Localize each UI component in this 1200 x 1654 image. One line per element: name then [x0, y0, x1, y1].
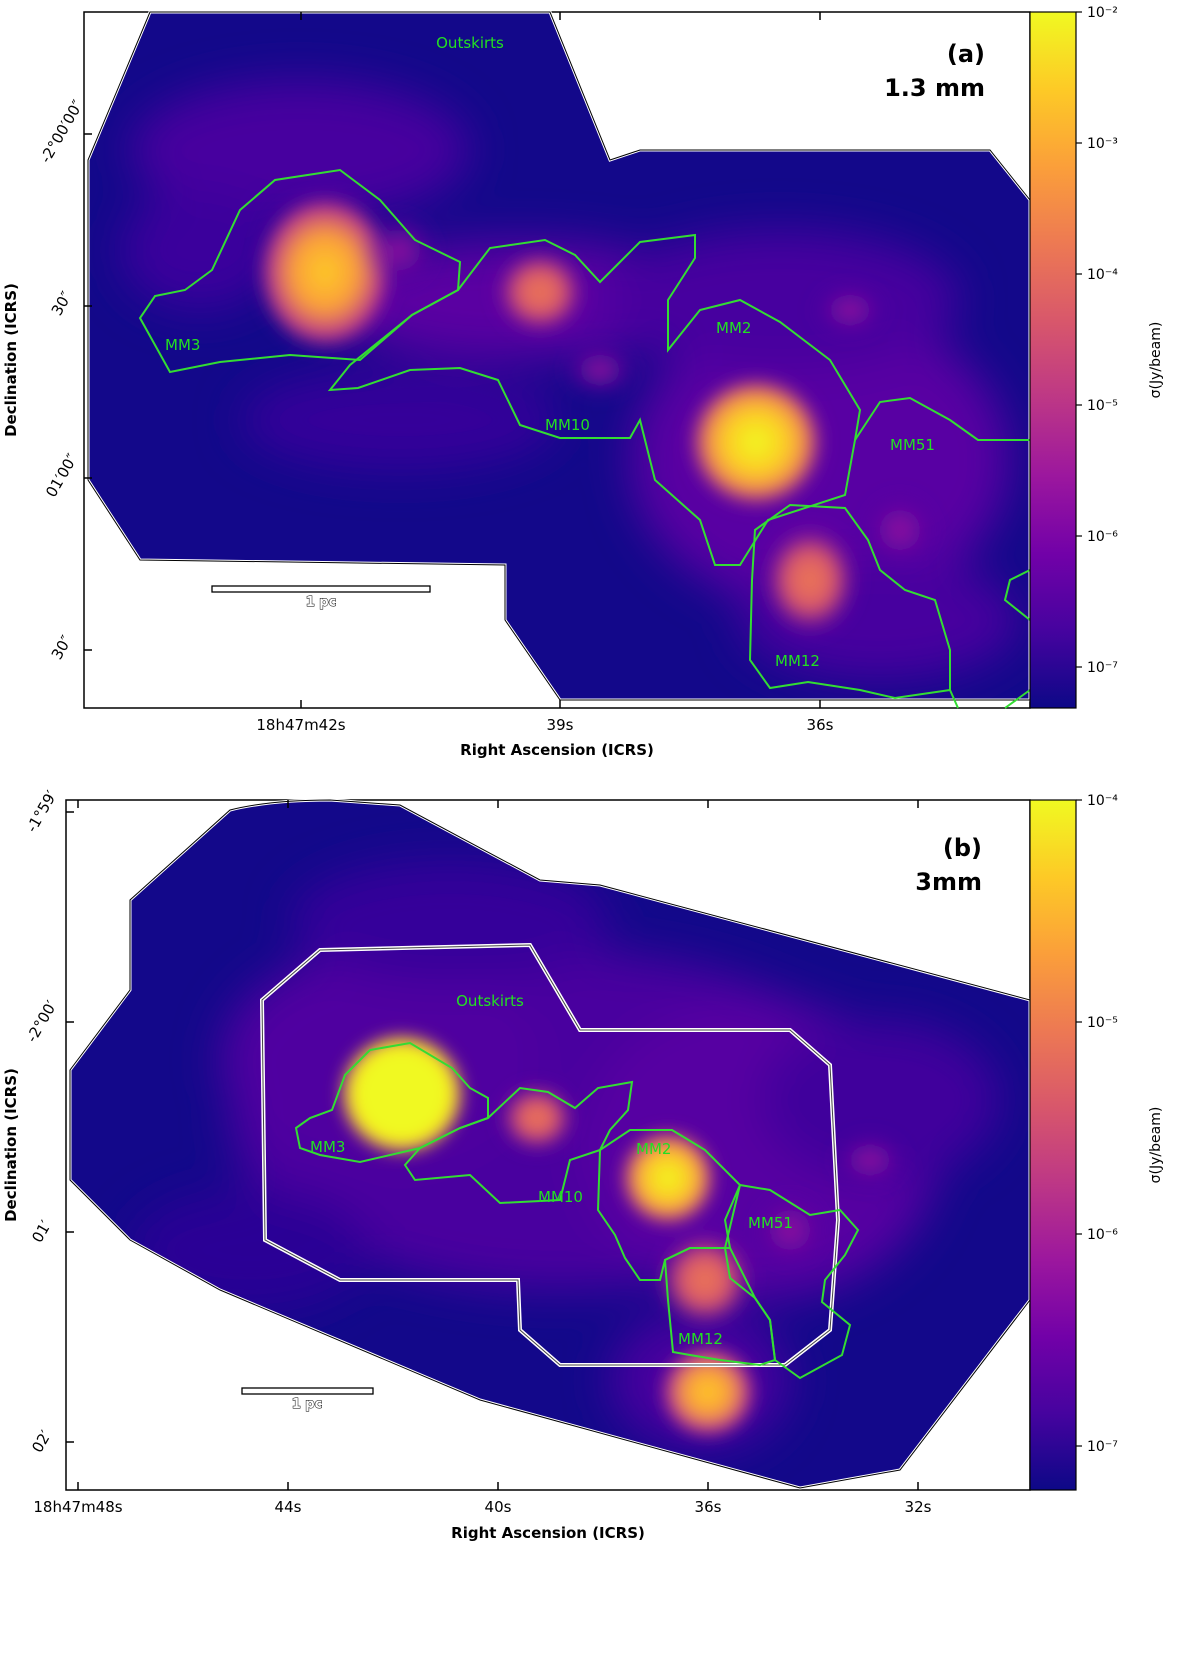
- label-mm2-a: MM2: [716, 319, 751, 337]
- label-mm51-a: MM51: [890, 436, 935, 454]
- cb-tick-a-0: 10⁻²: [1087, 5, 1118, 21]
- cb-tick-a-3: 10⁻⁵: [1087, 398, 1118, 414]
- cb-label-b: σ(Jy/beam): [1148, 1107, 1164, 1184]
- ytick-b-3: 02′: [28, 1427, 55, 1456]
- xtick-b-1: 44s: [275, 1498, 302, 1516]
- region-east-a: [1003, 569, 1031, 621]
- ytick-a-3: 30″: [48, 632, 76, 663]
- label-outskirts-a: Outskirts: [436, 34, 504, 52]
- panel-b-band: 3mm: [915, 868, 982, 896]
- label-mm12-b: MM12: [678, 1330, 723, 1348]
- scalebar-b: 1 pc: [241, 1387, 374, 1413]
- region-corner-a: [949, 689, 1031, 709]
- xtick-b-3: 36s: [695, 1498, 722, 1516]
- cb-tick-b-0: 10⁻⁴: [1087, 793, 1118, 809]
- panel-b-regions: [294, 1041, 860, 1380]
- panel-a-yticks: [84, 133, 92, 651]
- region-mm10-a: [327, 233, 862, 566]
- panel-b-yticks: [66, 811, 74, 1443]
- panel-b: Outskirts MM3 MM2 MM10 MM51 MM12 (b) 3mm…: [2, 787, 1164, 1542]
- xtick-b-4: 32s: [905, 1498, 932, 1516]
- panel-a-tag: (a): [947, 40, 985, 68]
- region-mm12-a: [748, 503, 951, 700]
- xlabel-a: Right Ascension (ICRS): [460, 741, 654, 759]
- panel-a-xticks: [300, 12, 821, 708]
- region-mm12-b: [663, 1247, 777, 1367]
- panel-a: Outskirts MM3 MM2 MM10 MM51 MM12 (a) 1.3…: [2, 5, 1164, 759]
- scalebar-label-a: 1 pc: [306, 595, 337, 610]
- ytick-b-0: -1°59′: [23, 787, 61, 835]
- label-mm2-b: MM2: [636, 1140, 671, 1158]
- xlabel-b: Right Ascension (ICRS): [451, 1524, 645, 1542]
- label-mm3-b: MM3: [310, 1138, 345, 1156]
- cb-tick-a-4: 10⁻⁶: [1087, 529, 1118, 545]
- label-mm10-a: MM10: [545, 416, 590, 434]
- cb-tick-b-3: 10⁻⁷: [1087, 1439, 1118, 1455]
- label-mm51-b: MM51: [748, 1214, 793, 1232]
- region-mm51-b: [723, 1183, 860, 1380]
- ytick-a-1: 30″: [48, 288, 76, 319]
- xtick-b-2: 40s: [485, 1498, 512, 1516]
- ytick-b-2: 01′: [28, 1217, 55, 1246]
- colorbar-a: 10⁻² 10⁻³ 10⁻⁴ 10⁻⁵ 10⁻⁶ 10⁻⁷ σ(Jy/beam): [1029, 5, 1164, 709]
- cb-tick-b-2: 10⁻⁶: [1087, 1227, 1118, 1243]
- cb-tick-a-1: 10⁻³: [1087, 136, 1118, 152]
- cb-label-a: σ(Jy/beam): [1148, 322, 1164, 399]
- region-mm3-a: [138, 168, 462, 374]
- label-mm10-b: MM10: [538, 1188, 583, 1206]
- label-mm3-a: MM3: [165, 336, 200, 354]
- panel-b-xticks: [77, 800, 919, 1490]
- ylabel-a: Declination (ICRS): [2, 283, 20, 437]
- panel-a-regions: [138, 168, 1031, 709]
- ylabel-b: Declination (ICRS): [2, 1068, 20, 1222]
- panel-a-band: 1.3 mm: [884, 74, 985, 102]
- scalebar-a: 1 pc: [211, 585, 431, 611]
- region-mm10-b: [403, 1080, 634, 1205]
- xtick-a-1: 39s: [547, 716, 574, 734]
- panel-b-map: [70, 800, 1030, 1488]
- xtick-a-2: 36s: [807, 716, 834, 734]
- xtick-b-0: 18h47m48s: [33, 1498, 122, 1516]
- scalebar-label-b: 1 pc: [292, 1397, 323, 1412]
- ytick-a-2: 01′00″: [42, 450, 81, 500]
- region-mm51-a: [854, 396, 1030, 441]
- label-mm12-a: MM12: [775, 652, 820, 670]
- colorbar-b: 10⁻⁴ 10⁻⁵ 10⁻⁶ 10⁻⁷ σ(Jy/beam): [1029, 793, 1164, 1491]
- xtick-a-0: 18h47m42s: [256, 716, 345, 734]
- panel-b-tag: (b): [943, 834, 982, 862]
- label-outskirts-b: Outskirts: [456, 992, 524, 1010]
- cb-tick-a-5: 10⁻⁷: [1087, 660, 1118, 676]
- ytick-a-0: -2°00′00″: [36, 97, 87, 167]
- ytick-b-1: -2°00′: [23, 997, 61, 1045]
- cb-tick-b-1: 10⁻⁵: [1087, 1015, 1118, 1031]
- cb-tick-a-2: 10⁻⁴: [1087, 267, 1118, 283]
